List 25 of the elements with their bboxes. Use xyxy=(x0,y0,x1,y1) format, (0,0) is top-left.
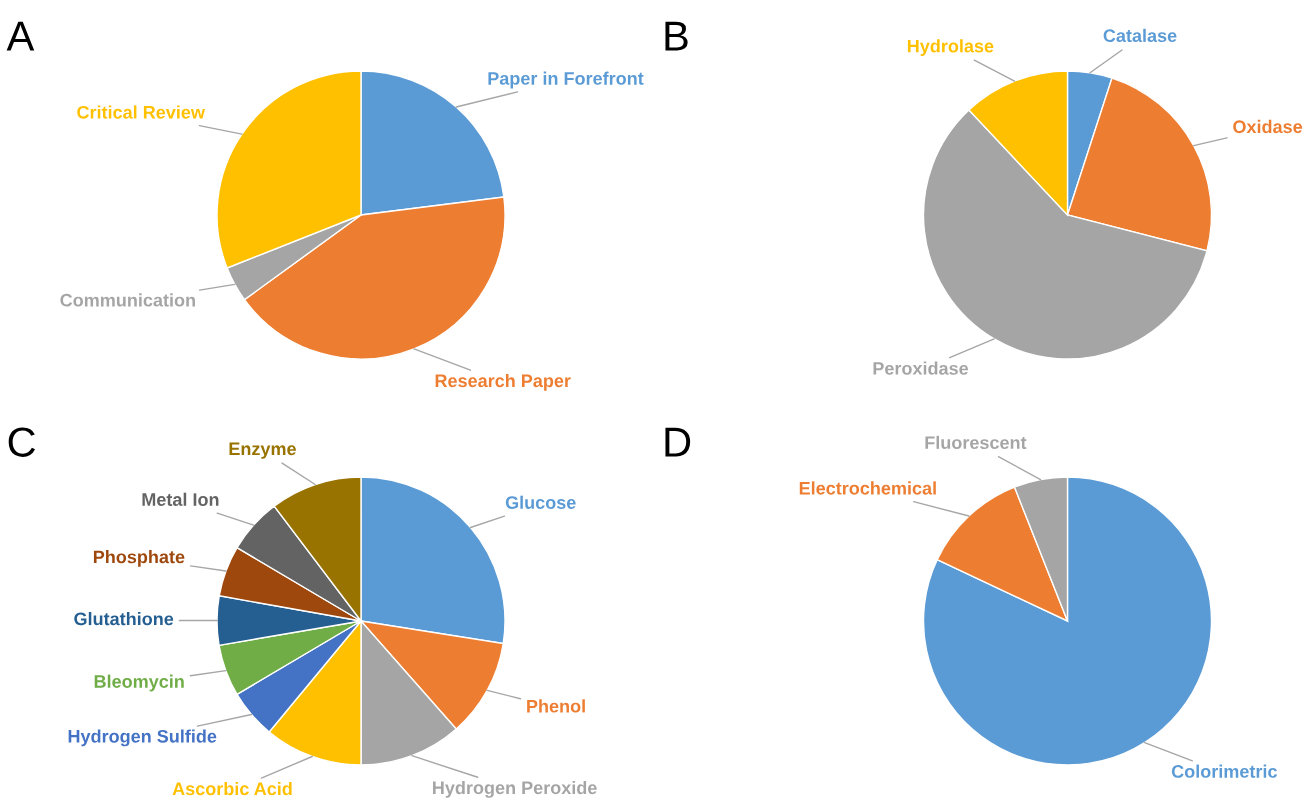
slice-label: Hydrogen Peroxide xyxy=(433,780,597,798)
slice-label: Phosphate xyxy=(93,550,185,567)
slice-label: Ascorbic Acid xyxy=(172,781,292,796)
chart-title: B xyxy=(665,21,688,51)
slice-label: Colorimetric xyxy=(1171,764,1277,778)
slice-label: Hydrolase xyxy=(907,39,994,57)
slice-label: Phenol xyxy=(527,699,585,713)
slice-label: Catalase xyxy=(1103,28,1177,43)
slice-label: Bleomycin xyxy=(94,674,184,692)
slice-label: Glucose xyxy=(505,495,576,509)
slice-label: Communication xyxy=(60,293,195,307)
slice-label: Peroxidase xyxy=(873,361,969,375)
slice-label: Electrochemical xyxy=(799,481,936,495)
slice-label: Oxidase xyxy=(1233,119,1303,134)
slice-label: Research Paper xyxy=(435,373,571,391)
slice-label: Paper in Forefront xyxy=(488,71,644,89)
slice-label: Glutathione xyxy=(74,612,174,626)
slice-label: Fluorescent xyxy=(925,435,1027,450)
slice-label: Critical Review xyxy=(77,105,205,119)
slice-label: Metal Ion xyxy=(142,492,219,506)
slice-label: Enzyme xyxy=(229,442,296,459)
chart-title: A xyxy=(6,21,35,51)
slice-label: Hydrogen Sulfide xyxy=(68,729,217,747)
chart-title: D xyxy=(665,427,691,457)
chart-title: C xyxy=(8,427,36,457)
